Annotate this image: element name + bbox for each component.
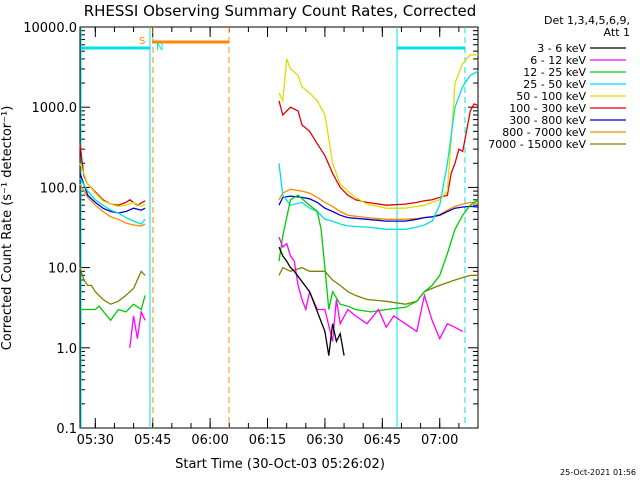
n-marker-label: N [156, 42, 163, 53]
y-tick-label: 10.0 [48, 262, 77, 277]
x-tick-label: 06:30 [306, 433, 343, 448]
series-line-4 [278, 54, 478, 209]
y-tick-label: 1.0 [56, 342, 77, 357]
series-line-1 [278, 236, 464, 342]
series-line-4 [79, 163, 146, 208]
series-line-0 [278, 246, 345, 356]
legend-header-2: Att 1 [604, 26, 630, 39]
x-tick-label: 06:00 [191, 433, 228, 448]
timestamp: 25-Oct-2021 01:56 [560, 468, 636, 477]
x-tick-label: 06:45 [364, 433, 401, 448]
plot-frame [79, 26, 479, 429]
series-lines [79, 54, 479, 356]
series-line-1 [129, 309, 146, 348]
series-line-7 [79, 183, 146, 227]
axis-ticks [80, 26, 479, 429]
x-axis-label: Start Time (30-Oct-03 05:26:02) [175, 457, 385, 472]
series-line-8 [79, 267, 146, 305]
legend-label-2: 12 - 25 keV [523, 66, 586, 79]
x-tick-label: 06:15 [249, 433, 286, 448]
series-line-2 [80, 295, 146, 322]
y-tick-label: 0.1 [56, 422, 77, 437]
legend-label-1: 6 - 12 keV [530, 54, 586, 67]
y-tick-label: 100.0 [40, 181, 77, 196]
chart-title: RHESSI Observing Summary Count Rates, Co… [84, 2, 477, 20]
attenuator-markers: S N [80, 27, 466, 428]
series-line-5 [79, 143, 146, 206]
legend-label-0: 3 - 6 keV [537, 42, 586, 55]
series-line-3 [79, 177, 146, 225]
series-line-3 [278, 70, 479, 230]
y-axis-label: Corrected Count Rate (s⁻¹ detector⁻¹) [0, 106, 15, 351]
x-tick-labels: 05:30 05:45 06:00 06:15 06:30 06:45 07:00 [77, 433, 459, 448]
legend-label-5: 100 - 300 keV [509, 102, 586, 115]
legend-header-1: Det 1,3,4,5,6,9, [544, 14, 630, 27]
series-line-8 [278, 266, 478, 305]
series-line-2 [278, 194, 479, 313]
legend-label-7: 800 - 7000 keV [502, 126, 586, 139]
legend-label-3: 25 - 50 keV [523, 78, 586, 91]
series-line-5 [278, 100, 479, 206]
series-line-7 [278, 188, 479, 220]
legend-label-8: 7000 - 15000 keV [488, 138, 586, 151]
series-line-6 [278, 195, 479, 222]
y-tick-label: 1000.0 [32, 101, 78, 116]
y-tick-label: 10000.0 [23, 21, 77, 36]
y-tick-labels: 0.1 1.0 10.0 100.0 1000.0 10000.0 [23, 21, 77, 437]
x-tick-label: 05:30 [77, 433, 114, 448]
s-marker-label: S [139, 36, 145, 47]
x-tick-label: 07:00 [421, 433, 458, 448]
x-tick-label: 05:45 [134, 433, 171, 448]
legend-label-6: 300 - 800 keV [509, 114, 586, 127]
legend-label-4: 50 - 100 keV [516, 90, 586, 103]
